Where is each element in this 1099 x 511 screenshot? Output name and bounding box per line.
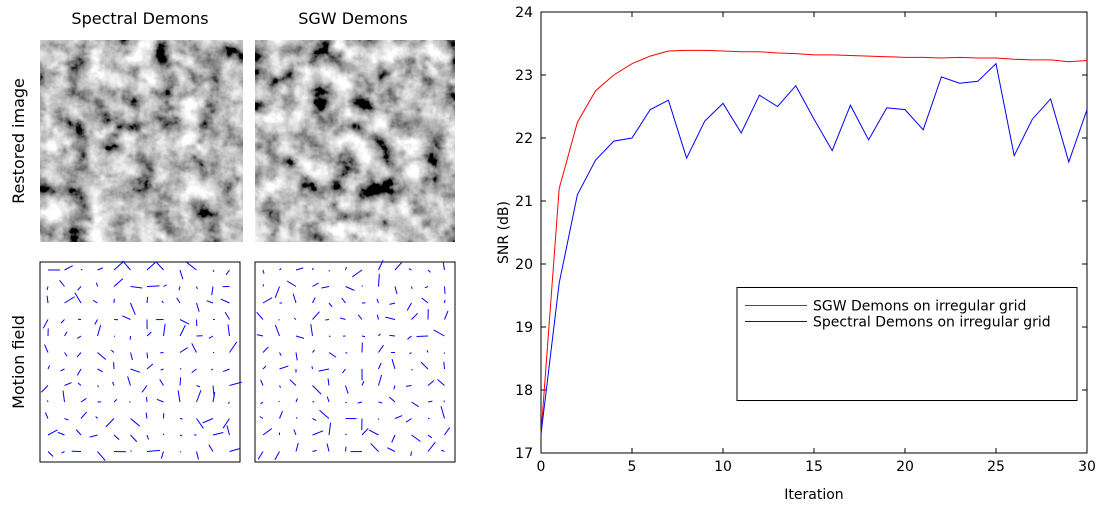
- x-tick-label: 0: [537, 459, 546, 475]
- restored-image: [255, 40, 455, 242]
- arrow: [180, 377, 181, 385]
- arrow: [445, 287, 446, 294]
- motion-field: [255, 260, 455, 462]
- row-title: Restored image: [9, 78, 28, 204]
- column-title: Spectral Demons: [71, 9, 208, 28]
- y-tick-label: 18: [515, 383, 533, 399]
- arrow: [180, 419, 183, 420]
- y-axis-label: SNR (dB): [496, 201, 512, 264]
- arrow: [329, 336, 330, 337]
- legend-label: SGW Demons on irregular grid: [813, 299, 1026, 315]
- y-tick-label: 17: [515, 446, 533, 462]
- x-axis-label: Iteration: [784, 487, 843, 503]
- arrow: [346, 447, 347, 452]
- y-tick-label: 24: [515, 5, 533, 21]
- arrow: [147, 297, 148, 303]
- arrow: [180, 452, 181, 453]
- x-tick-label: 10: [714, 459, 732, 475]
- y-tick-label: 19: [515, 320, 533, 336]
- arrow: [278, 320, 279, 321]
- arrow: [412, 287, 413, 289]
- x-tick-label: 25: [987, 459, 1005, 475]
- arrow: [312, 366, 313, 369]
- arrow: [147, 286, 159, 287]
- arrow: [417, 336, 428, 337]
- row-title: Motion field: [9, 315, 28, 409]
- arrow: [131, 451, 132, 452]
- arrow: [411, 452, 412, 457]
- x-tick-label: 5: [628, 459, 637, 475]
- restored-image: [40, 40, 243, 242]
- arrow: [147, 353, 148, 359]
- arrow: [389, 335, 395, 336]
- arrow: [445, 300, 446, 303]
- arrow: [279, 401, 280, 402]
- arrow: [362, 336, 365, 337]
- x-tick-label: 30: [1078, 459, 1096, 475]
- y-tick-label: 21: [515, 194, 533, 210]
- arrow: [444, 362, 445, 369]
- y-tick-label: 20: [515, 257, 533, 273]
- motion-field: [40, 261, 242, 462]
- arrow: [263, 284, 264, 286]
- arrow: [47, 400, 48, 402]
- x-tick-label: 20: [896, 459, 914, 475]
- x-tick-label: 15: [805, 459, 823, 475]
- column-title: SGW Demons: [298, 9, 407, 28]
- legend-label: Spectral Demons on irregular grid: [813, 315, 1051, 331]
- y-tick-label: 22: [515, 131, 533, 147]
- arrow: [444, 401, 445, 402]
- y-tick-label: 23: [515, 68, 533, 84]
